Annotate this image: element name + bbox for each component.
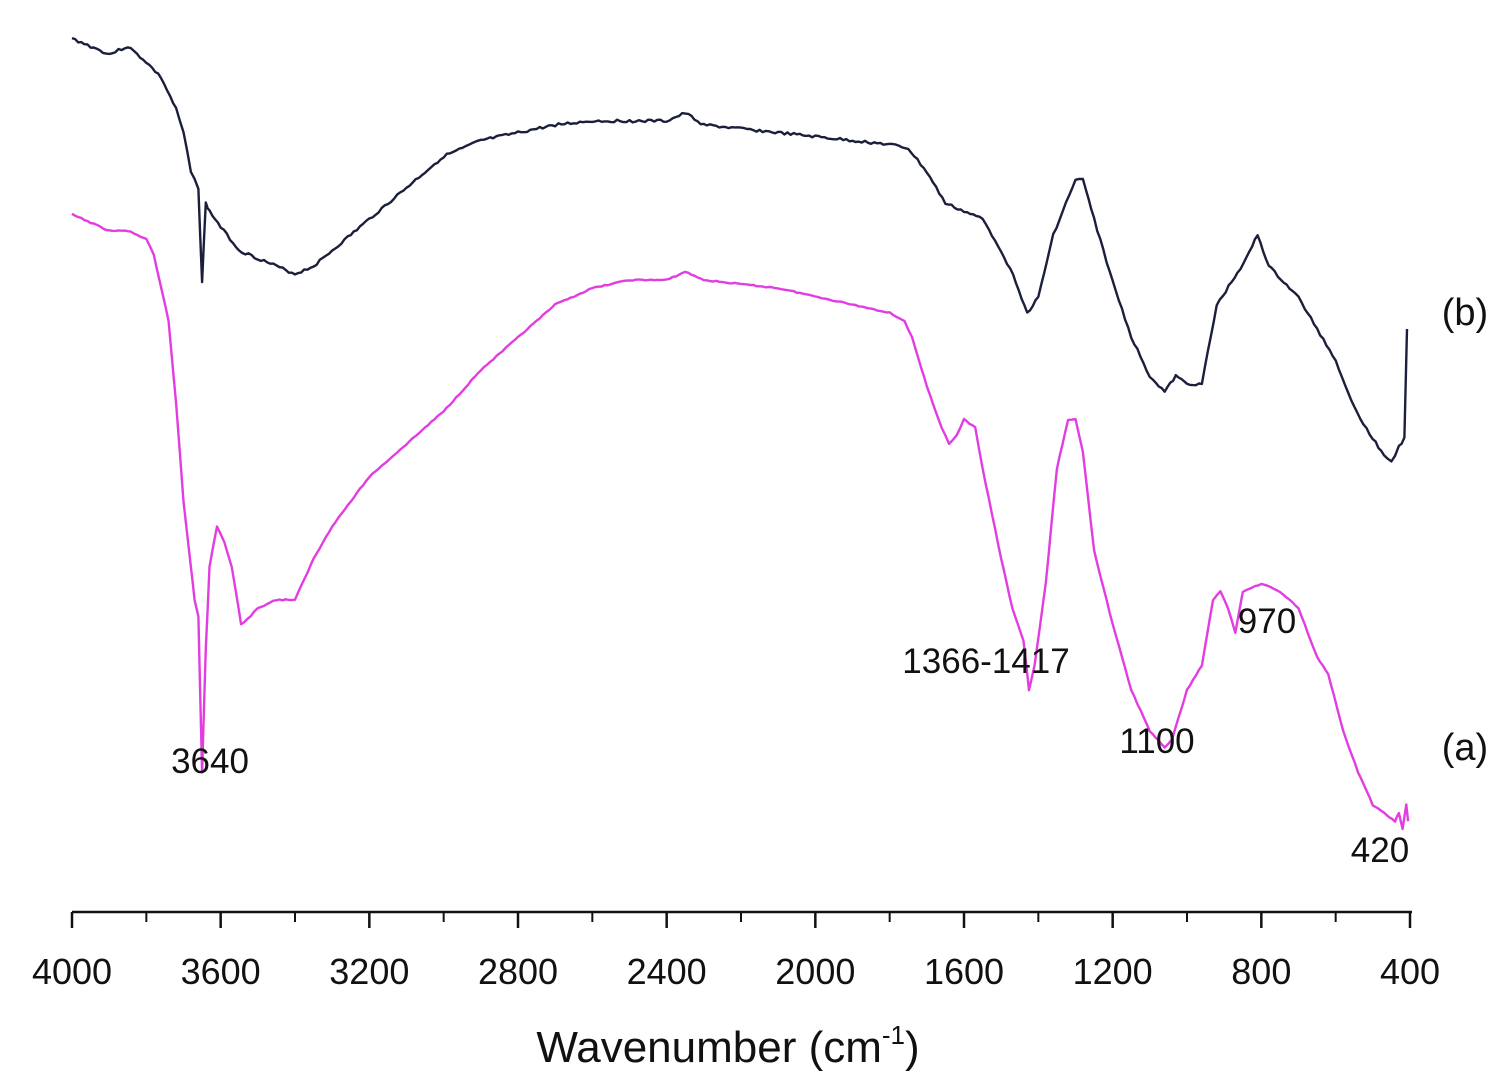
x-axis-ticks: 4000 3600 3200 2800 2400 2000 1600 1200 800 400 — [32, 912, 1440, 992]
series-label-a: (a) — [1442, 727, 1488, 769]
x-tick-label: 3600 — [181, 951, 261, 992]
peak-label: 3640 — [171, 742, 249, 781]
x-tick-label: 1600 — [924, 951, 1004, 992]
peak-label: 420 — [1351, 831, 1409, 870]
series-label-b: (b) — [1442, 292, 1488, 334]
x-axis: 4000 3600 3200 2800 2400 2000 1600 1200 800 400 — [32, 910, 1440, 992]
x-tick-label: 2000 — [775, 951, 855, 992]
x-tick-label: 400 — [1380, 951, 1440, 992]
x-tick-label: 1200 — [1073, 951, 1153, 992]
x-tick-label: 2400 — [627, 951, 707, 992]
x-tick-label: 800 — [1231, 951, 1291, 992]
series-line-a — [71, 212, 1410, 831]
peak-annotations: 3640 1366-1417 1100 970 420 — [171, 602, 1409, 870]
peak-label: 970 — [1238, 602, 1296, 641]
x-axis-title-main: Wavenumber (cm — [536, 1023, 882, 1072]
peak-label: 1100 — [1119, 722, 1194, 761]
x-axis-title-superscript: -1 — [882, 1020, 905, 1050]
peak-label: 1366-1417 — [902, 642, 1069, 681]
x-axis-title-suffix: ) — [905, 1023, 920, 1072]
series-labels: (b) (a) — [1442, 292, 1488, 769]
x-tick-label: 3200 — [329, 951, 409, 992]
x-tick-label: 2800 — [478, 951, 558, 992]
series-line-b — [71, 36, 1409, 463]
x-tick-label: 4000 — [32, 951, 112, 992]
plot-lines — [71, 36, 1410, 831]
x-axis-title: Wavenumber (cm-1) — [536, 1020, 919, 1072]
